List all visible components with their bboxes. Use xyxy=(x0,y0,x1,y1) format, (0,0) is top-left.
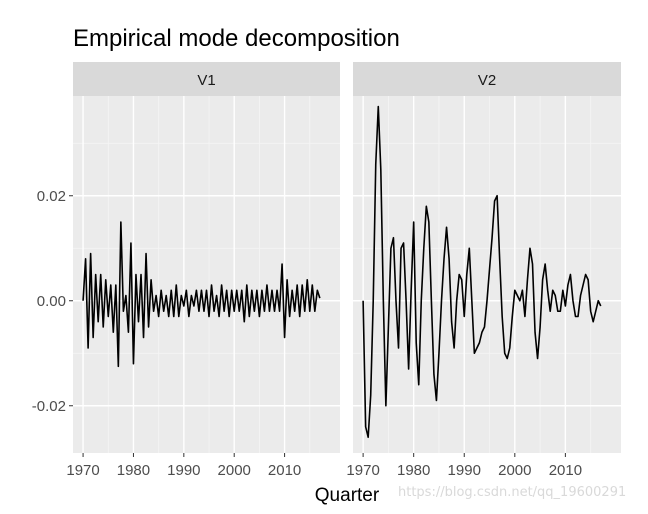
x-tick-label: 1970 xyxy=(346,462,379,479)
x-tick-label: 1990 xyxy=(448,462,481,479)
facet-strip-v2 xyxy=(353,62,621,96)
x-tick-label: 2000 xyxy=(218,462,251,479)
x-tick-label: 1980 xyxy=(117,462,150,479)
watermark: https://blog.csdn.net/qq_19600291 xyxy=(398,485,627,500)
x-tick-label: 1980 xyxy=(397,462,430,479)
facet-label-v1: V1 xyxy=(197,72,215,89)
series-line-v1 xyxy=(82,221,321,368)
chart-title: Empirical mode decomposition xyxy=(73,25,400,52)
x-tick-label: 2010 xyxy=(549,462,582,479)
facet-label-v2: V2 xyxy=(478,72,496,89)
series-line-v2 xyxy=(362,105,602,439)
x-tick-label: 2000 xyxy=(498,462,531,479)
x-axis-label: Quarter xyxy=(315,485,380,506)
facet-strip-v1 xyxy=(73,62,340,96)
y-tick-label: 0.02 xyxy=(37,188,66,205)
x-tick-label: 2010 xyxy=(268,462,301,479)
y-tick-label: -0.02 xyxy=(32,398,66,415)
panel-background xyxy=(353,96,621,453)
y-tick-label: 0.00 xyxy=(37,293,66,310)
x-tick-label: 1970 xyxy=(66,462,99,479)
x-tick-label: 1990 xyxy=(167,462,200,479)
panel-background xyxy=(73,96,340,453)
